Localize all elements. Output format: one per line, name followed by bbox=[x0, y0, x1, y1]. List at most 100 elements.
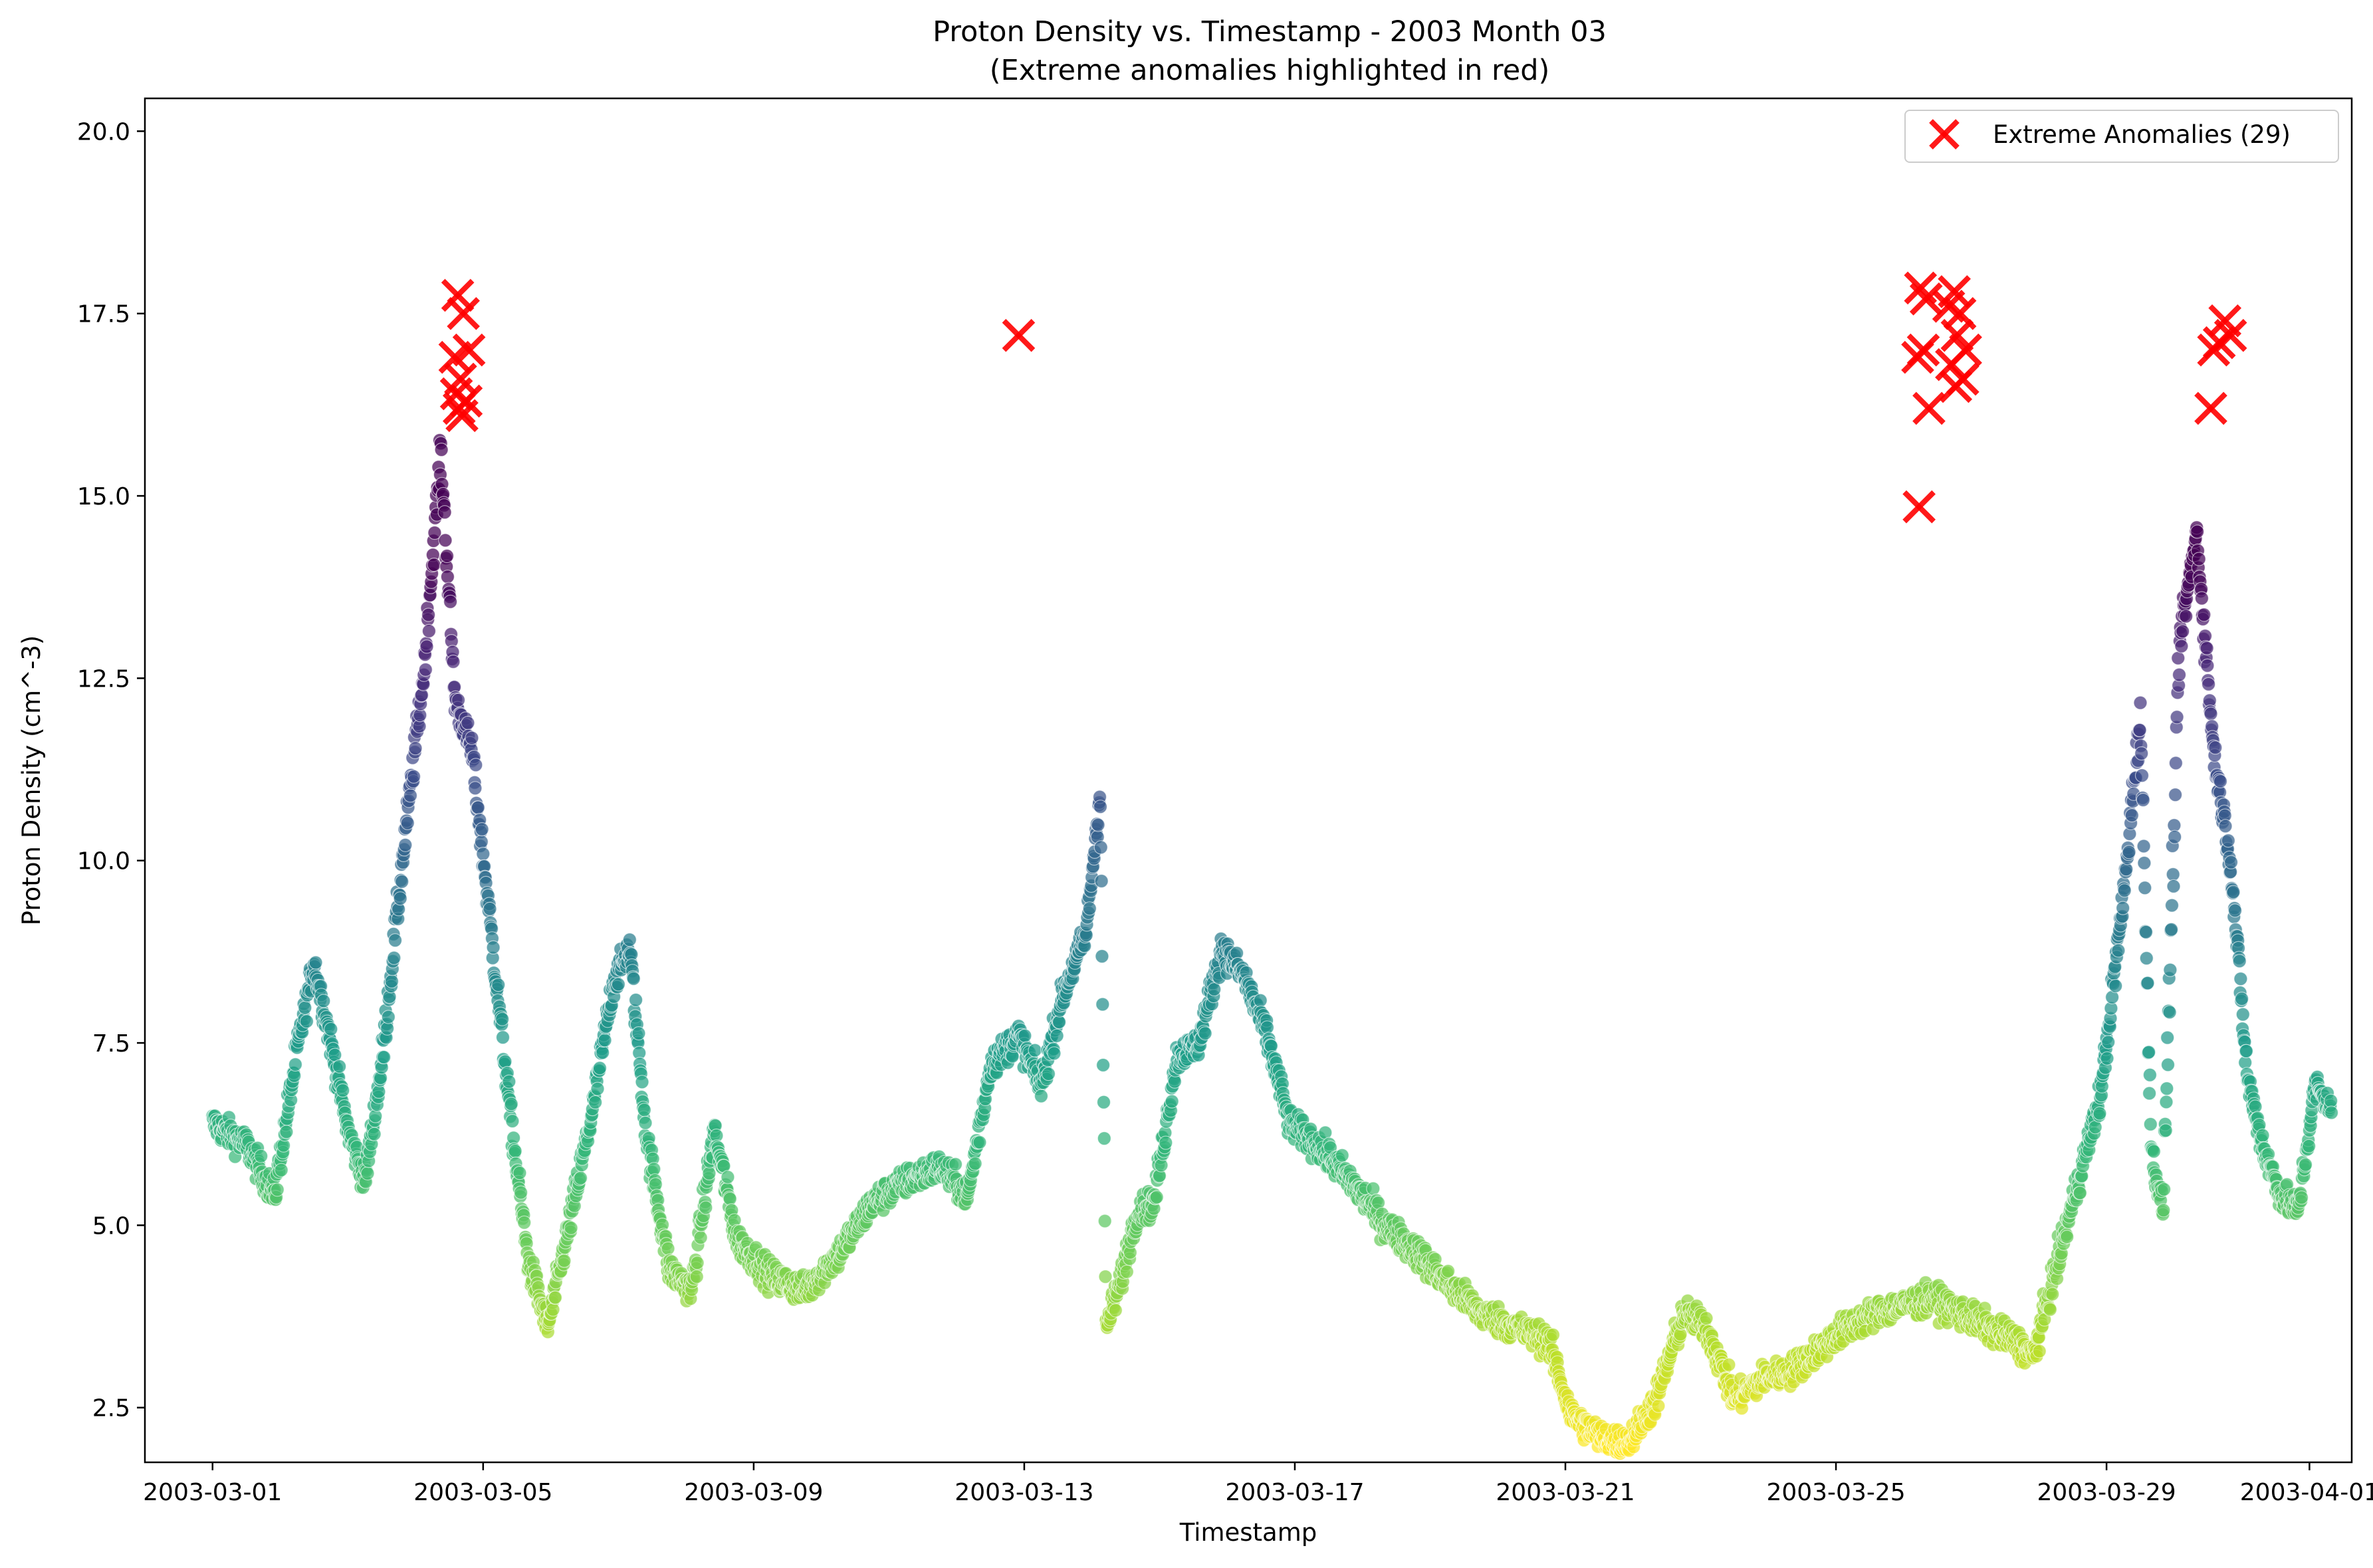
data-point bbox=[702, 1166, 717, 1180]
anomaly-marker-stroke bbox=[1901, 340, 1934, 374]
data-point bbox=[1096, 1095, 1111, 1109]
points-layer bbox=[205, 433, 2339, 1461]
data-point bbox=[564, 1220, 578, 1236]
data-point bbox=[2202, 677, 2216, 692]
data-point bbox=[2302, 1139, 2316, 1153]
data-point bbox=[2166, 879, 2181, 894]
data-point bbox=[468, 781, 483, 796]
y-tick-label: 20.0 bbox=[77, 118, 130, 146]
data-point bbox=[972, 1135, 987, 1150]
data-point bbox=[626, 971, 641, 986]
data-point bbox=[2116, 901, 2130, 915]
data-point bbox=[689, 1270, 704, 1284]
anomaly-marker bbox=[1901, 340, 1934, 374]
data-point bbox=[406, 769, 421, 784]
data-point bbox=[2172, 667, 2187, 682]
data-point bbox=[299, 1014, 314, 1029]
data-point bbox=[2138, 881, 2152, 895]
data-point bbox=[2060, 1230, 2075, 1244]
data-point bbox=[548, 1290, 563, 1305]
data-point bbox=[2213, 774, 2227, 789]
data-point bbox=[2200, 658, 2215, 673]
data-point bbox=[502, 1074, 516, 1089]
data-point bbox=[1095, 949, 1109, 964]
data-point bbox=[1165, 1094, 1179, 1109]
data-point bbox=[316, 994, 331, 1008]
data-point bbox=[427, 557, 441, 572]
data-point bbox=[393, 891, 407, 906]
data-point bbox=[2235, 991, 2249, 1006]
data-point bbox=[2146, 1144, 2161, 1159]
data-point bbox=[2134, 746, 2149, 761]
anomaly-marker-stroke bbox=[1902, 490, 1936, 524]
data-point bbox=[2255, 1128, 2270, 1143]
y-tick-label: 12.5 bbox=[77, 665, 130, 693]
data-point bbox=[1034, 1089, 1049, 1103]
data-point bbox=[635, 1075, 649, 1089]
data-point bbox=[2200, 641, 2214, 655]
data-point bbox=[661, 1241, 675, 1256]
anomaly-marker bbox=[439, 377, 473, 411]
data-point bbox=[498, 1054, 512, 1069]
anomaly-marker-stroke bbox=[1904, 271, 1938, 305]
data-point bbox=[2156, 1203, 2171, 1218]
data-point bbox=[2218, 819, 2233, 834]
data-point bbox=[421, 608, 436, 622]
data-point bbox=[2166, 867, 2180, 882]
data-point bbox=[475, 822, 489, 837]
x-tick-label: 2003-03-09 bbox=[684, 1479, 823, 1506]
anomaly-marker bbox=[1949, 333, 1982, 367]
data-point bbox=[504, 1097, 518, 1111]
data-point bbox=[308, 955, 323, 970]
data-point bbox=[2101, 1035, 2116, 1050]
data-point bbox=[2134, 768, 2150, 783]
data-point bbox=[439, 548, 455, 564]
anomaly-marker-stroke bbox=[1002, 318, 1036, 352]
data-point bbox=[2164, 898, 2180, 913]
data-point bbox=[471, 800, 485, 815]
data-point bbox=[1098, 1270, 1113, 1284]
data-point bbox=[1047, 1046, 1062, 1061]
data-point bbox=[1335, 1148, 1349, 1163]
x-axis: 2003-03-01 2003-03-05 2003-03-09 2003-03-13… bbox=[143, 1462, 2373, 1506]
anomaly-marker-stroke bbox=[441, 279, 475, 312]
data-point bbox=[2239, 1044, 2253, 1058]
y-axis: 2.5 5.0 7.5 10.0 12.5 15.0 17.5 20.0 bbox=[77, 118, 145, 1422]
data-point bbox=[474, 834, 489, 849]
data-point bbox=[508, 1144, 522, 1159]
data-point bbox=[469, 758, 483, 772]
anomaly-marker bbox=[2213, 318, 2247, 352]
data-point bbox=[622, 933, 637, 947]
anomaly-marker bbox=[1904, 271, 1938, 305]
data-point bbox=[2232, 954, 2247, 968]
x-tick-label: 2003-03-25 bbox=[1766, 1479, 1905, 1506]
anomaly-marker-stroke bbox=[1943, 296, 1977, 330]
anomaly-marker bbox=[2194, 392, 2227, 425]
anomaly-marker bbox=[1932, 289, 1966, 323]
data-point bbox=[2160, 1058, 2176, 1072]
anomaly-marker-stroke bbox=[2208, 304, 2242, 338]
data-point bbox=[2226, 885, 2241, 899]
data-point bbox=[1082, 901, 1097, 916]
data-point bbox=[465, 730, 479, 745]
data-point bbox=[2176, 624, 2190, 639]
x-tick-label: 2003-03-01 bbox=[143, 1479, 282, 1506]
data-point bbox=[1651, 1399, 1666, 1413]
data-point bbox=[573, 1171, 588, 1185]
data-point bbox=[2138, 925, 2154, 939]
x-axis-label: Timestamp bbox=[1179, 1518, 1317, 1547]
data-point bbox=[1095, 1058, 1111, 1073]
data-point bbox=[2142, 1045, 2156, 1060]
data-point bbox=[2192, 552, 2206, 566]
data-point bbox=[1041, 1066, 1056, 1081]
y-tick-label: 15.0 bbox=[77, 483, 130, 510]
y-tick-label: 5.0 bbox=[92, 1212, 130, 1240]
data-point bbox=[2179, 609, 2194, 623]
anomaly-marker bbox=[1002, 318, 1036, 352]
data-point bbox=[437, 505, 452, 520]
x-tick-label: 2003-03-13 bbox=[955, 1479, 1093, 1506]
data-point bbox=[1097, 1214, 1112, 1228]
data-point bbox=[2142, 1086, 2157, 1101]
x-tick-label: 2003-04-01 bbox=[2240, 1479, 2373, 1506]
